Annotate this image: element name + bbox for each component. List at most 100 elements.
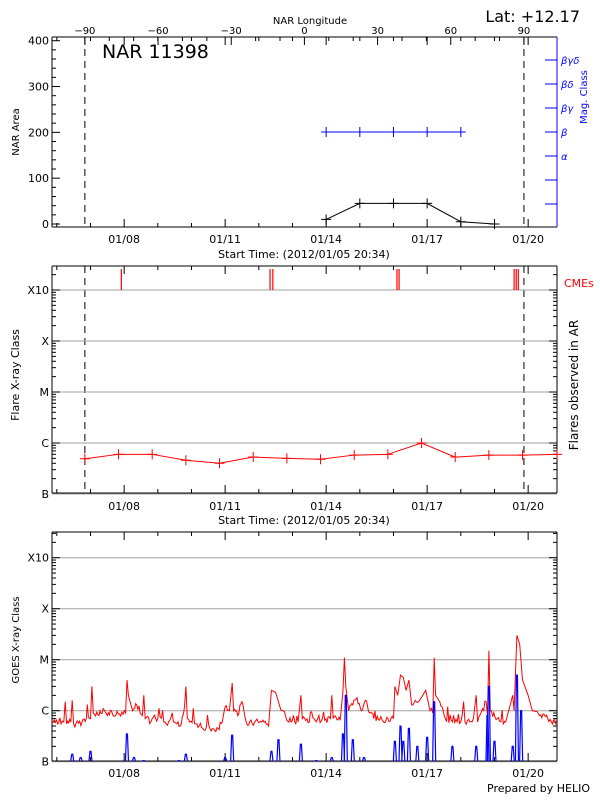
area-point: [489, 219, 500, 229]
panel3-ytick-label: X: [41, 603, 49, 616]
panel1-xtick-label: 01/08: [108, 233, 140, 246]
goes-short-channel-spike: [492, 740, 497, 762]
goes-short-channel-spike: [392, 740, 397, 762]
panel2-xlabel: Start Time: (2012/01/05 20:34): [218, 514, 390, 527]
goes-short-channel-spike: [350, 739, 355, 762]
flares-observed-axis-title: Flares observed in AR: [567, 320, 581, 450]
panel2-ytick-label: X: [41, 335, 49, 348]
goes-short-channel-spike: [329, 757, 334, 762]
goes-class-axis-title: GOES X-ray Class: [11, 596, 22, 683]
mag-class-axis-title: Mag. Class: [579, 70, 590, 124]
goes-short-channel-spike: [223, 757, 228, 762]
longitude-tick-label: −90: [74, 26, 95, 37]
longitude-tick-label: −60: [147, 26, 168, 37]
area-point: [388, 198, 399, 209]
longitude-tick-label: 60: [444, 26, 457, 37]
flare-point: [483, 450, 494, 461]
mag-class-tick-label: βγδ: [560, 56, 579, 67]
panel1-ytick-label: 300: [28, 81, 49, 94]
flare-point: [517, 450, 528, 461]
panel3-xtick-label: 01/20: [512, 767, 544, 780]
goes-short-channel-spike: [486, 685, 491, 762]
flare-point: [382, 449, 393, 460]
panel1-xtick-label: 01/14: [310, 233, 342, 246]
panel1-ytick-label: 100: [28, 172, 49, 185]
goes-short-channel-spike: [131, 757, 137, 762]
flare-point: [450, 452, 461, 463]
flare-point: [349, 450, 360, 461]
panel1-xtick-label: 01/11: [209, 233, 241, 246]
goes-short-channel-spike: [510, 745, 515, 762]
panel3-ytick-label: C: [41, 705, 49, 718]
goes-short-channel-spike: [78, 757, 83, 762]
panel1-xlabel: Start Time: (2012/01/05 20:34): [218, 248, 390, 261]
area-point: [422, 198, 433, 209]
mag-class-point: [321, 127, 332, 137]
panel1-ytick-label: 0: [42, 218, 49, 231]
longitude-tick-label: −30: [221, 26, 242, 37]
panel2-xtick-label: 01/14: [310, 500, 342, 513]
goes-short-channel-spike: [276, 739, 281, 762]
goes-short-channel-spike: [183, 753, 188, 762]
mag-class-tick-label: α: [561, 152, 568, 163]
area-point: [455, 216, 466, 227]
goes-short-channel-spike: [230, 734, 235, 762]
panel1-ytick-label: 400: [28, 35, 49, 48]
panel3-ytick-label: X10: [27, 552, 49, 565]
flare-point: [180, 455, 191, 466]
panel2-ytick-label: C: [41, 437, 49, 450]
prepared-by-label: Prepared by HELIO: [487, 782, 590, 795]
mag-class-point: [455, 127, 466, 137]
panel3-xtick-label: 01/11: [209, 767, 241, 780]
mag-class-point: [422, 127, 433, 137]
flare-point: [214, 458, 225, 469]
longitude-tick-label: 90: [518, 26, 531, 37]
goes-short-channel-spike: [398, 725, 403, 762]
goes-short-channel-spike: [124, 733, 130, 762]
flare-point: [113, 449, 124, 460]
goes-short-channel-spike: [474, 745, 479, 762]
flare-point: [147, 449, 158, 460]
panel1-ytick-label: 200: [28, 126, 49, 139]
area-point: [321, 214, 332, 225]
flare-point: [315, 454, 326, 465]
goes-short-channel-spike: [514, 674, 520, 762]
mag-class-tick-label: β: [560, 128, 568, 139]
latitude-label: Lat: +12.17: [485, 7, 580, 26]
flare-point: [281, 453, 292, 464]
panel3-ytick-label: M: [40, 654, 50, 667]
panel3-xtick-label: 01/14: [310, 767, 342, 780]
goes-short-channel-spike: [450, 745, 455, 762]
flare-point: [248, 452, 259, 463]
mag-class-tick-label: βδ: [560, 80, 574, 91]
panel3-ytick-label: B: [41, 756, 49, 769]
longitude-axis-title: NAR Longitude: [273, 16, 347, 27]
goes-short-channel-spike: [519, 710, 524, 762]
panel2-xtick-label: 01/20: [512, 500, 544, 513]
flare-point: [416, 438, 427, 448]
goes-short-channel-spike: [415, 745, 420, 762]
panel2-ytick-label: M: [40, 386, 50, 399]
flare-point: [552, 449, 562, 460]
longitude-tick-label: 0: [301, 26, 307, 37]
longitude-tick-label: 30: [371, 26, 384, 37]
cme-label: CMEs: [564, 277, 594, 290]
panel2-ytick-label: X10: [27, 284, 49, 297]
goes-short-channel-spike: [70, 753, 75, 762]
goes-short-channel-spike: [88, 750, 93, 762]
panel1-xtick-label: 01/17: [411, 233, 443, 246]
mag-class-tick-label: βγ: [560, 104, 574, 115]
goes-short-channel-spike: [298, 743, 303, 762]
mag-class-point: [354, 127, 365, 137]
goes-long-channel-line: [51, 635, 558, 733]
goes-short-channel-spike: [406, 727, 412, 762]
area-point: [354, 198, 365, 209]
goes-short-channel-spike: [401, 740, 406, 762]
panel2-xtick-label: 01/08: [108, 500, 140, 513]
nar-title: NAR 11398: [102, 41, 209, 63]
area-axis-title: NAR Area: [11, 108, 22, 155]
mag-class-point: [388, 127, 399, 137]
goes-short-channel-spike: [361, 757, 367, 762]
goes-short-channel-spike: [425, 736, 430, 762]
